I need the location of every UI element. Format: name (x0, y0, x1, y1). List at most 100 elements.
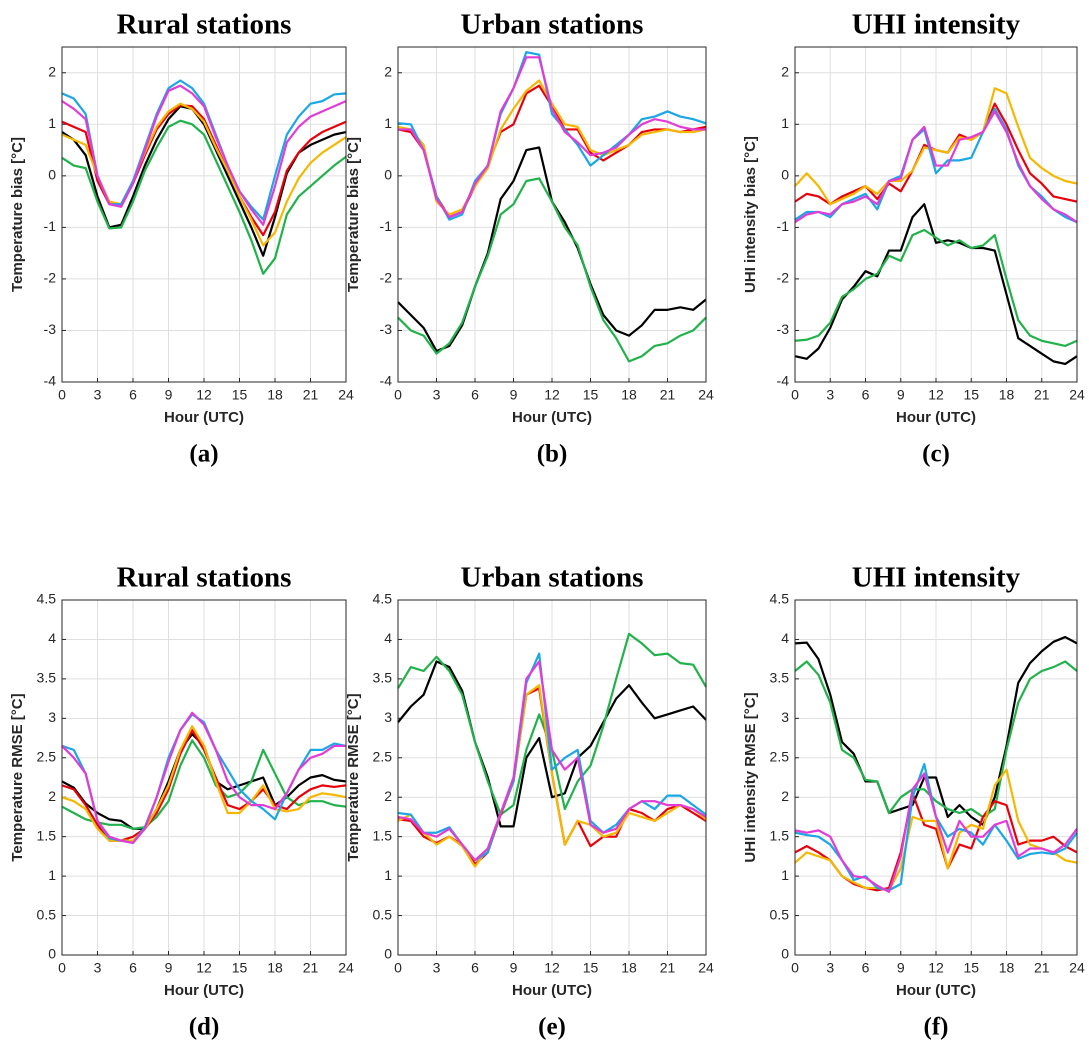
data-line (398, 56, 706, 219)
panel-label: (e) (538, 1014, 566, 1041)
y-tick-label: 0.5 (373, 906, 393, 922)
y-tick-label: 3 (384, 709, 392, 725)
x-tick-label: 12 (544, 960, 560, 976)
data-line (794, 87, 1078, 206)
y-tick-label: 0 (384, 946, 392, 962)
panel-label: (d) (189, 1014, 220, 1041)
y-tick-label: 0 (781, 946, 789, 962)
data-line (794, 772, 1078, 893)
y-tick-label: -2 (777, 270, 790, 286)
y-tick-label: 3 (781, 709, 789, 725)
x-tick-label: 15 (963, 960, 979, 976)
panel: 0 0.5 1 1.5 2 2.5 3 3.5 4 4.5 0 3 6 9 12 15 18 21 24 Urban … (345, 562, 714, 1041)
plot-frame (61, 599, 347, 956)
x-tick-label: 12 (196, 387, 212, 403)
x-tick-label: 21 (303, 960, 319, 976)
y-tick-label: 2 (781, 63, 789, 79)
data-line (794, 660, 1078, 819)
y-tick-label: -3 (777, 321, 790, 337)
y-tick-label: 1 (48, 867, 56, 883)
y-tick-label: -1 (44, 218, 57, 234)
y-tick-label: 2 (781, 788, 789, 804)
x-tick-label: 9 (897, 387, 905, 403)
y-tick-label: 4.5 (770, 591, 790, 607)
y-tick-label: -3 (380, 321, 393, 337)
y-tick-label: 3.5 (373, 670, 393, 686)
y-tick-label: 1 (384, 867, 392, 883)
x-tick-label: 9 (510, 960, 518, 976)
y-tick-label: 3 (48, 709, 56, 725)
y-axis-label: UHI intensity RMSE [°C] (742, 692, 759, 862)
x-tick-label: 18 (621, 387, 637, 403)
x-tick-label: 15 (963, 387, 979, 403)
data-line (794, 768, 1078, 892)
x-tick-label: 24 (698, 387, 714, 403)
y-axis-label: Temperature bias [°C] (345, 137, 362, 292)
data-line (61, 725, 347, 842)
chart-title: Rural stations (117, 562, 292, 594)
x-tick-label: 9 (165, 387, 173, 403)
x-tick-label: 21 (303, 387, 319, 403)
y-tick-label: 4 (781, 630, 789, 646)
y-tick-label: 1 (48, 115, 56, 131)
y-tick-label: -4 (777, 373, 790, 389)
plot-frame (61, 46, 347, 383)
x-tick-label: 3 (826, 387, 834, 403)
chart-title: UHI intensity (852, 9, 1021, 41)
y-tick-label: 2 (384, 788, 392, 804)
x-tick-label: 3 (433, 960, 441, 976)
data-line (61, 84, 347, 226)
x-tick-label: 3 (826, 960, 834, 976)
x-tick-label: 0 (394, 960, 402, 976)
x-tick-label: 9 (510, 387, 518, 403)
y-tick-label: -4 (380, 373, 393, 389)
x-tick-label: 21 (1034, 960, 1050, 976)
data-line (397, 684, 707, 868)
y-tick-label: 0 (48, 167, 56, 183)
x-tick-label: 24 (338, 387, 354, 403)
chart-title: Urban stations (461, 562, 644, 594)
data-line (61, 119, 347, 275)
y-tick-label: -3 (44, 321, 57, 337)
x-tick-label: 15 (583, 960, 599, 976)
x-tick-label: 3 (94, 387, 102, 403)
y-tick-label: 0.5 (770, 906, 790, 922)
data-line (397, 660, 707, 862)
y-tick-label: 2.5 (770, 748, 790, 764)
x-tick-label: 6 (129, 387, 137, 403)
x-axis-label: Hour (UTC) (164, 409, 244, 426)
y-tick-label: 1 (781, 115, 789, 131)
x-tick-label: 3 (433, 387, 441, 403)
chart-title: UHI intensity (852, 562, 1021, 594)
data-line (397, 652, 707, 862)
plot-frame (794, 46, 1078, 383)
y-tick-label: -1 (777, 218, 790, 234)
x-tick-label: 0 (791, 387, 799, 403)
x-tick-label: 12 (928, 960, 944, 976)
y-tick-label: 3.5 (770, 670, 790, 686)
x-axis-label: Hour (UTC) (896, 982, 976, 999)
y-tick-label: 0 (781, 167, 789, 183)
x-tick-label: 6 (471, 387, 479, 403)
x-tick-label: 15 (583, 387, 599, 403)
chart-title: Rural stations (117, 9, 292, 41)
y-tick-label: 1 (384, 115, 392, 131)
plot-frame (794, 599, 1078, 956)
y-tick-label: 2.5 (373, 748, 393, 764)
y-tick-label: -1 (380, 218, 393, 234)
x-axis-label: Hour (UTC) (512, 982, 592, 999)
x-tick-label: 18 (267, 960, 283, 976)
x-tick-label: 24 (1069, 960, 1085, 976)
x-tick-label: 0 (791, 960, 799, 976)
x-tick-label: 24 (1069, 387, 1085, 403)
x-tick-label: 6 (862, 960, 870, 976)
data-line (61, 739, 347, 830)
x-tick-label: 12 (196, 960, 212, 976)
x-axis-label: Hour (UTC) (164, 982, 244, 999)
y-tick-label: -4 (44, 373, 57, 389)
x-tick-label: 0 (394, 387, 402, 403)
x-tick-label: 6 (471, 960, 479, 976)
